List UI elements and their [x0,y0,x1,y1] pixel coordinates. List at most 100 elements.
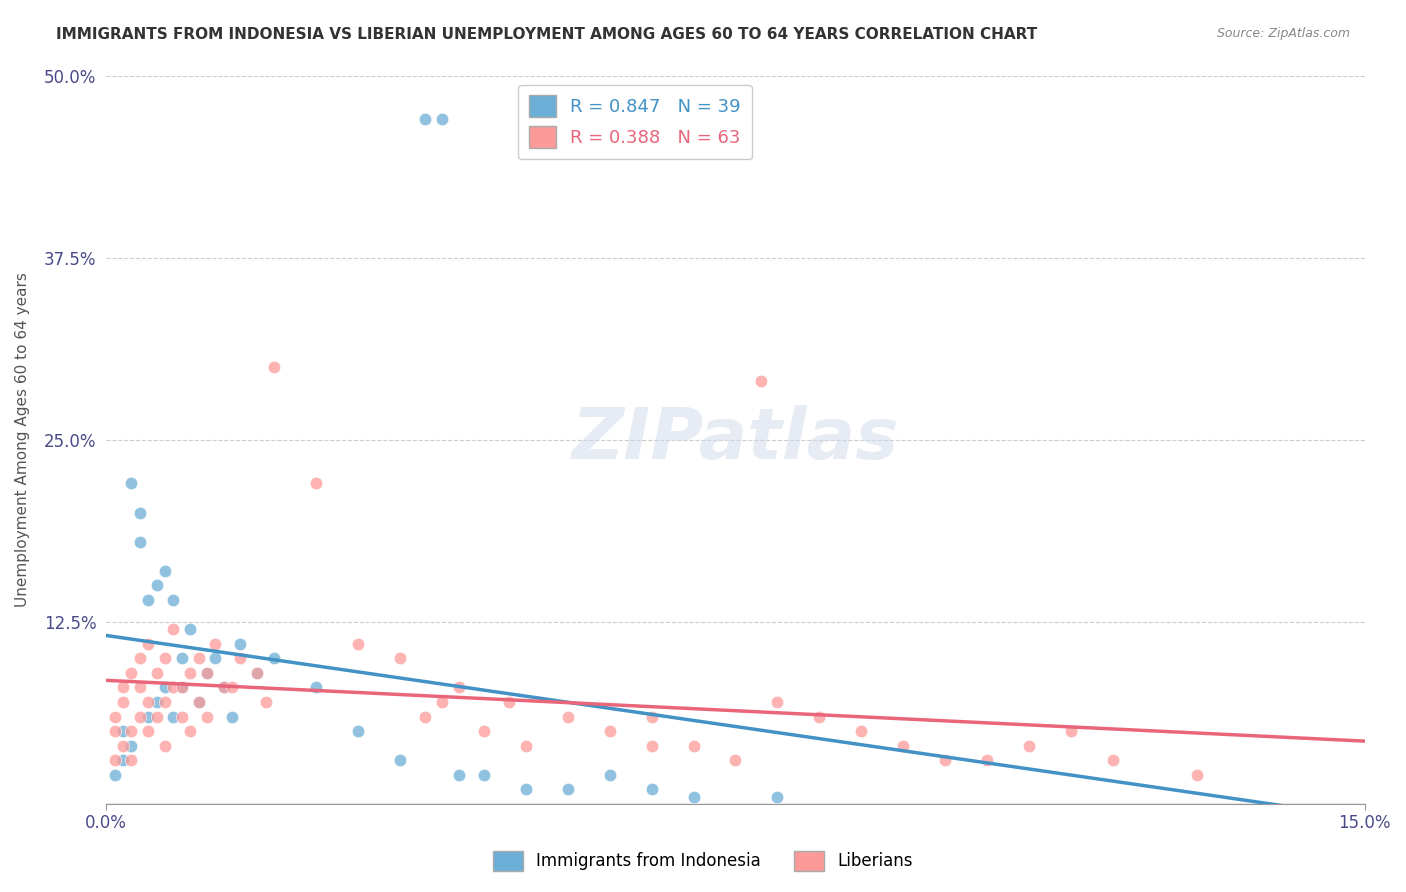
Y-axis label: Unemployment Among Ages 60 to 64 years: Unemployment Among Ages 60 to 64 years [15,272,30,607]
Point [347,637,370,651]
Point [145,665,167,680]
Point [204,637,226,651]
Point [254,695,277,709]
Point [153,564,176,578]
Point [145,709,167,723]
Point [128,651,150,665]
Point [430,112,453,127]
Point [263,359,285,374]
Point [162,709,184,723]
Point [145,578,167,592]
Point [136,637,159,651]
Point [170,681,193,695]
Point [120,739,142,753]
Point [229,651,252,665]
Point [413,709,436,723]
Point [640,709,662,723]
Point [179,665,201,680]
Point [766,695,789,709]
Point [851,724,873,739]
Point [388,753,411,767]
Point [934,753,956,767]
Point [111,681,134,695]
Text: ZIPatlas: ZIPatlas [572,405,900,475]
Point [305,476,328,491]
Text: IMMIGRANTS FROM INDONESIA VS LIBERIAN UNEMPLOYMENT AMONG AGES 60 TO 64 YEARS COR: IMMIGRANTS FROM INDONESIA VS LIBERIAN UN… [56,27,1038,42]
Point [724,753,747,767]
Legend: Immigrants from Indonesia, Liberians: Immigrants from Indonesia, Liberians [486,844,920,878]
Point [104,753,127,767]
Point [111,739,134,753]
Point [170,709,193,723]
Point [212,681,235,695]
Text: Source: ZipAtlas.com: Source: ZipAtlas.com [1216,27,1350,40]
Point [515,739,537,753]
Point [136,709,159,723]
Point [162,681,184,695]
Point [195,665,218,680]
Point [153,695,176,709]
Point [120,724,142,739]
Point [1102,753,1125,767]
Point [599,724,621,739]
Point [682,739,704,753]
Point [447,768,470,782]
Point [640,782,662,797]
Point [170,681,193,695]
Point [263,651,285,665]
Point [388,651,411,665]
Point [153,681,176,695]
Point [212,681,235,695]
Point [104,709,127,723]
Point [808,709,831,723]
Point [557,709,579,723]
Point [1018,739,1040,753]
Point [195,709,218,723]
Point [766,789,789,804]
Point [162,593,184,607]
Point [347,724,370,739]
Point [104,768,127,782]
Point [179,724,201,739]
Point [976,753,998,767]
Point [179,622,201,636]
Point [187,651,209,665]
Point [515,782,537,797]
Point [640,739,662,753]
Point [162,622,184,636]
Point [153,651,176,665]
Point [413,112,436,127]
Point [682,789,704,804]
Point [891,739,914,753]
Point [111,753,134,767]
Point [447,681,470,695]
Point [305,681,328,695]
Point [1060,724,1083,739]
Point [111,724,134,739]
Point [104,724,127,739]
Point [472,768,495,782]
Point [749,375,772,389]
Point [430,695,453,709]
Point [120,753,142,767]
Point [136,724,159,739]
Point [498,695,520,709]
Point [128,506,150,520]
Point [195,665,218,680]
Legend: R = 0.847   N = 39, R = 0.388   N = 63: R = 0.847 N = 39, R = 0.388 N = 63 [517,85,752,160]
Point [136,593,159,607]
Point [187,695,209,709]
Point [128,709,150,723]
Point [599,768,621,782]
Point [221,681,243,695]
Point [472,724,495,739]
Point [111,695,134,709]
Point [1185,768,1208,782]
Point [170,651,193,665]
Point [246,665,269,680]
Point [204,651,226,665]
Point [229,637,252,651]
Point [120,476,142,491]
Point [128,681,150,695]
Point [145,695,167,709]
